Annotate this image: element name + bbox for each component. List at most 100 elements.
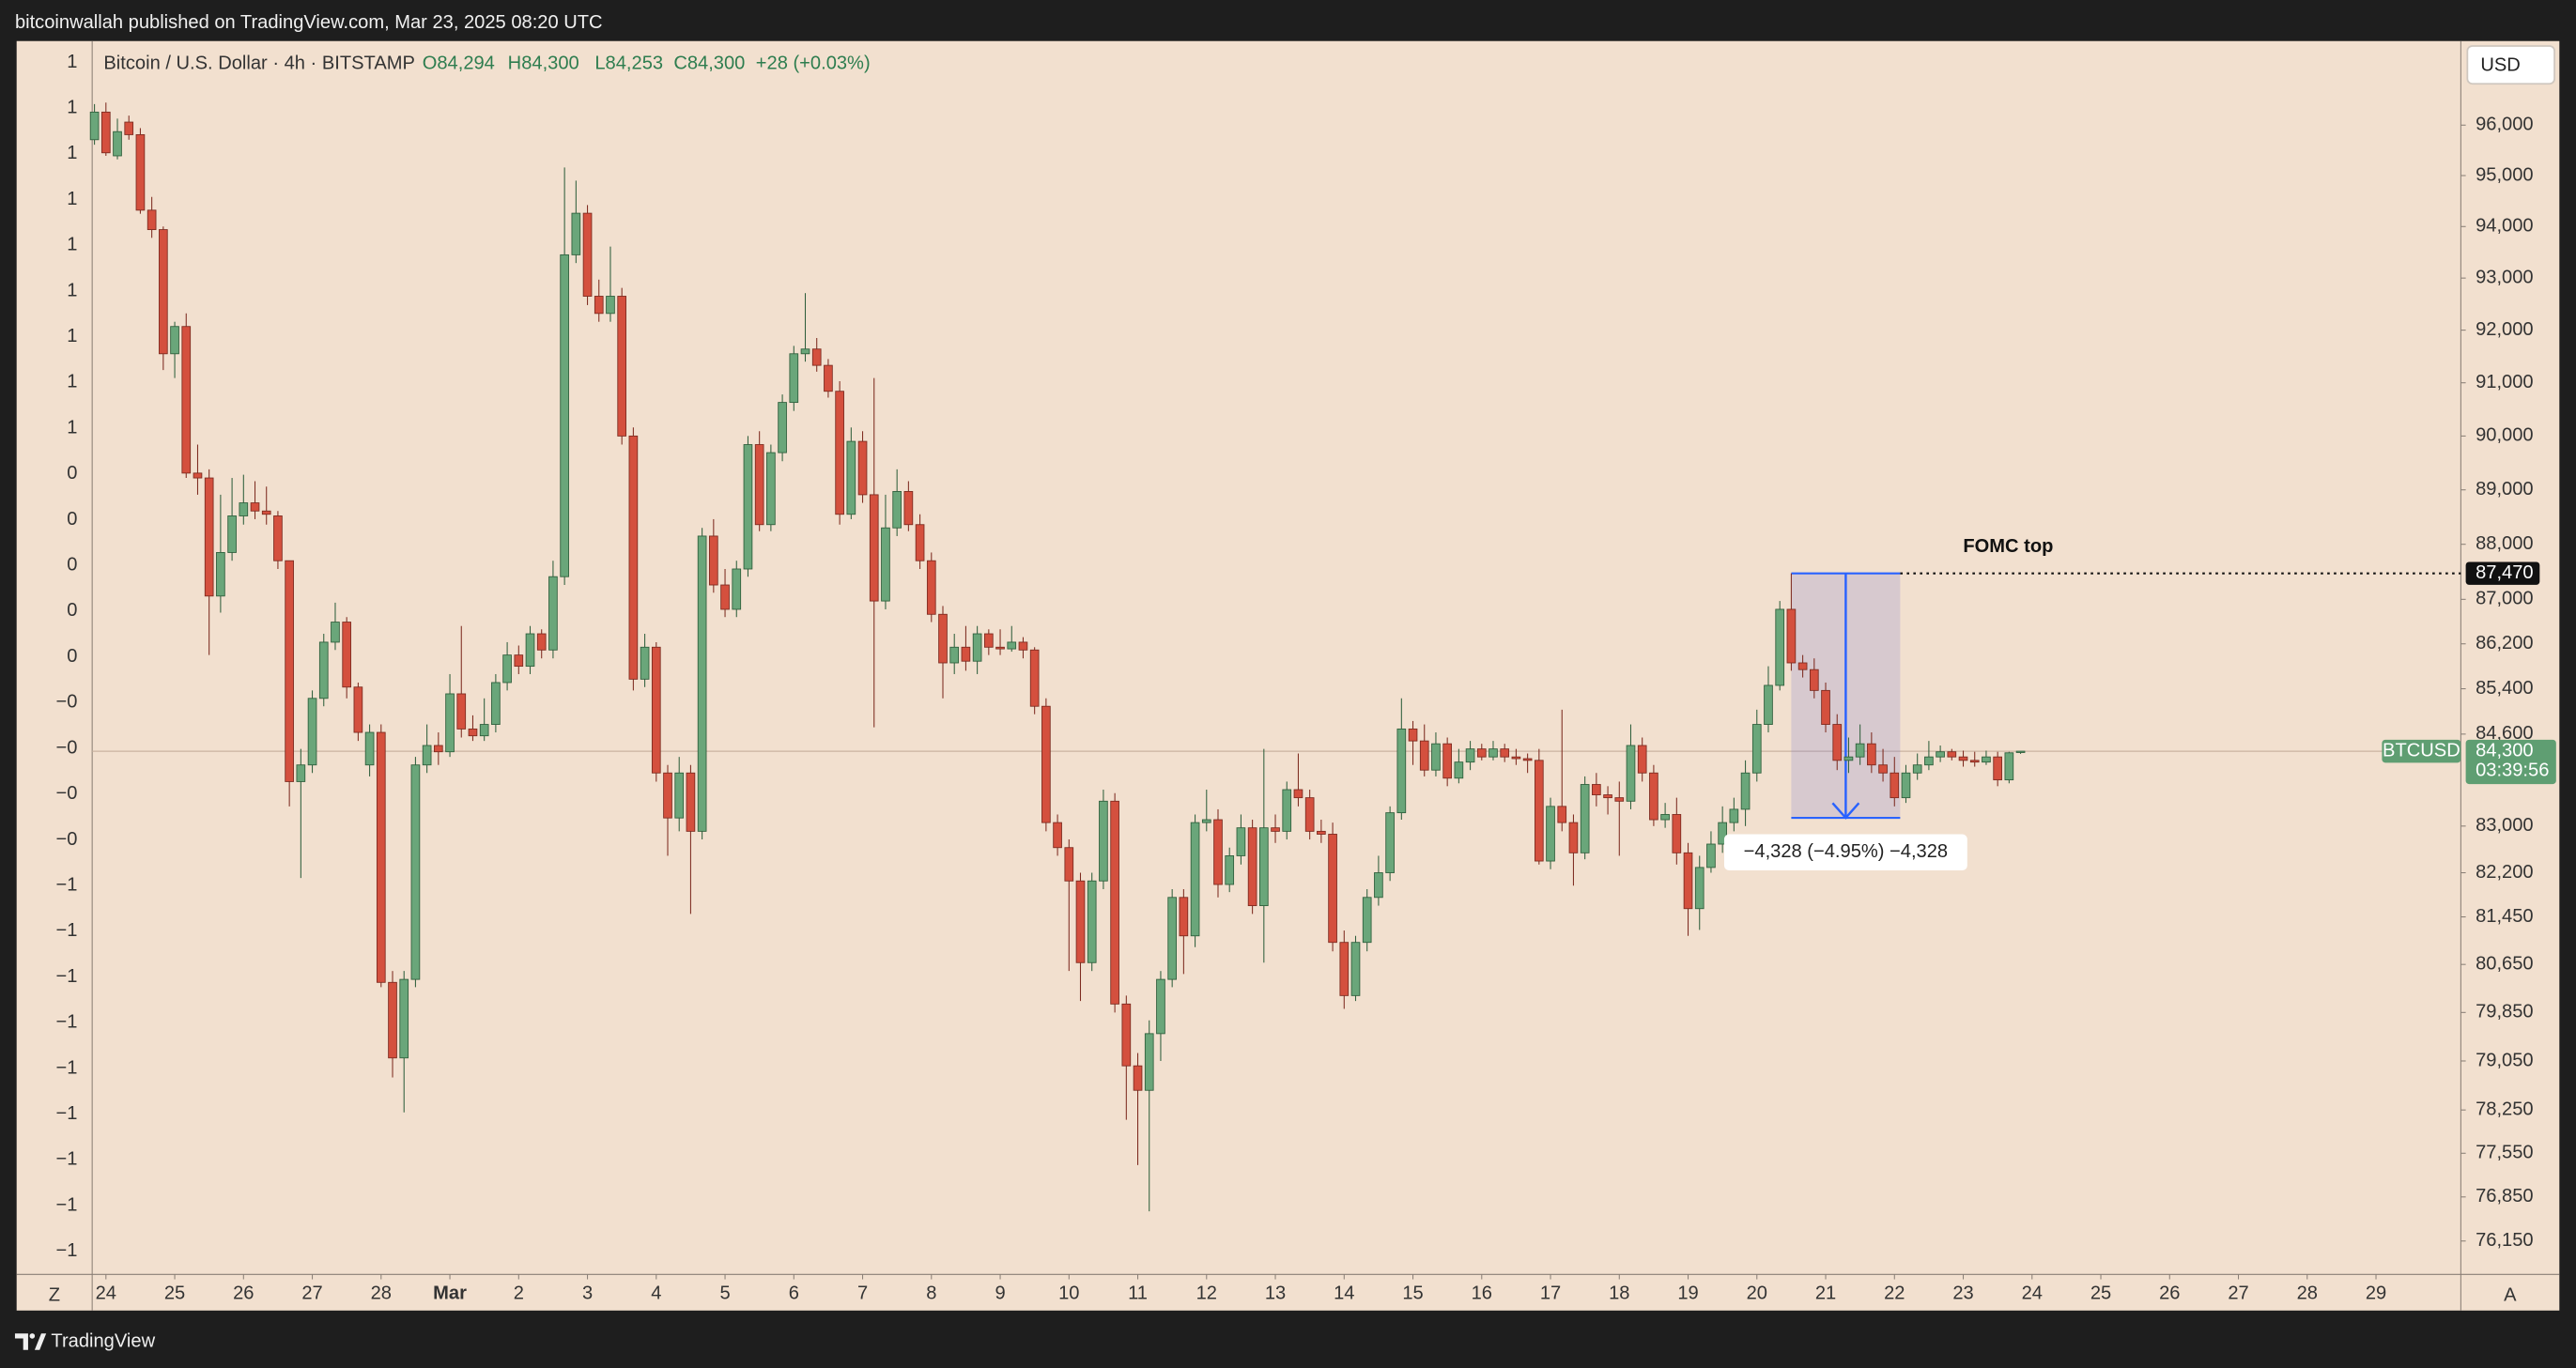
x-tick-label: 25 bbox=[2090, 1283, 2111, 1304]
x-tick-label: 3 bbox=[582, 1283, 593, 1304]
left-axis-label: −1 bbox=[55, 874, 77, 895]
ohlc-header-value: +28 (+0.03%) bbox=[756, 54, 871, 74]
candle-body bbox=[824, 364, 833, 392]
candle-body bbox=[285, 560, 294, 782]
candle-body bbox=[1075, 880, 1086, 963]
candle-body bbox=[938, 613, 948, 664]
range-label: −4,328 (−4.95%) −4,328 bbox=[1744, 841, 1948, 862]
x-tick-label: 25 bbox=[164, 1283, 185, 1304]
candle-body bbox=[628, 435, 639, 680]
y-tick-label: 76,150 bbox=[2476, 1230, 2534, 1251]
candle-body bbox=[1293, 789, 1303, 799]
candle-body bbox=[1649, 772, 1658, 821]
candle-body bbox=[766, 452, 776, 526]
brand: TradingView bbox=[51, 1330, 155, 1351]
zoom-label[interactable]: Z bbox=[49, 1284, 60, 1305]
candle-body bbox=[1832, 724, 1843, 761]
left-axis-label: 0 bbox=[67, 509, 77, 530]
candle-body bbox=[479, 724, 489, 737]
x-tick-label: 27 bbox=[2228, 1283, 2248, 1304]
candle-body bbox=[1258, 827, 1269, 907]
y-tick-label: 79,850 bbox=[2476, 1002, 2534, 1022]
candle-body bbox=[1592, 784, 1601, 795]
logo-part bbox=[14, 1333, 28, 1350]
y-tick-label: 91,000 bbox=[2476, 372, 2534, 392]
currency[interactable]: USD bbox=[2480, 54, 2520, 75]
candle-body bbox=[100, 111, 111, 154]
candle-body bbox=[307, 698, 317, 766]
candle-body bbox=[640, 646, 650, 680]
candle-body bbox=[972, 633, 982, 662]
candle-body bbox=[1236, 827, 1246, 856]
candle-body bbox=[399, 978, 409, 1059]
candle-body bbox=[686, 772, 696, 832]
candle-body bbox=[778, 402, 787, 453]
candle-body bbox=[410, 764, 421, 980]
candle-body bbox=[949, 646, 960, 664]
left-axis-label: −1 bbox=[55, 1012, 77, 1033]
candle-body bbox=[113, 131, 122, 157]
candle-body bbox=[1442, 743, 1452, 779]
x-tick-label: 28 bbox=[2297, 1283, 2318, 1304]
y-tick-label: 86,200 bbox=[2476, 633, 2534, 653]
candle-body bbox=[869, 494, 879, 602]
y-tick-label: 84,600 bbox=[2476, 723, 2534, 744]
candle-body bbox=[216, 552, 225, 597]
candle-body bbox=[1385, 812, 1395, 873]
candle-body bbox=[1522, 758, 1533, 761]
candle-body bbox=[1958, 756, 1968, 761]
candle-body bbox=[1867, 743, 1876, 766]
candle-body bbox=[697, 535, 707, 832]
tv-logo bbox=[14, 1333, 47, 1350]
left-axis-label: 1 bbox=[67, 326, 77, 346]
candle-body bbox=[1809, 669, 1819, 691]
x-tick-label: 26 bbox=[233, 1283, 254, 1304]
y-tick-label: 77,550 bbox=[2476, 1143, 2534, 1163]
left-axis-label: 1 bbox=[67, 235, 77, 255]
candle-body bbox=[800, 348, 810, 355]
candle-body bbox=[1156, 978, 1165, 1035]
candle-body bbox=[1362, 897, 1372, 944]
left-axis-label: 0 bbox=[67, 555, 77, 576]
candle-body bbox=[525, 633, 535, 668]
x-tick-label: Mar bbox=[433, 1283, 467, 1304]
x-tick-label: 20 bbox=[1747, 1283, 1767, 1304]
candle-body bbox=[1018, 641, 1028, 651]
auto-label[interactable]: A bbox=[2504, 1284, 2517, 1305]
fomc-label: FOMC top bbox=[1963, 536, 2053, 557]
candle-body bbox=[1982, 756, 1991, 763]
y-tick-label: 94,000 bbox=[2476, 216, 2534, 237]
candle-body bbox=[1764, 684, 1773, 725]
candle-body bbox=[1144, 1033, 1154, 1091]
candle-body bbox=[445, 693, 455, 753]
y-tick-label: 83,000 bbox=[2476, 815, 2534, 836]
candle-body bbox=[1969, 760, 1980, 763]
candle-body bbox=[1465, 748, 1475, 763]
candle-body bbox=[1821, 689, 1830, 725]
candle-body bbox=[1924, 756, 1934, 766]
left-axis-label: 0 bbox=[67, 646, 77, 667]
candle-body bbox=[709, 535, 718, 586]
candle-body bbox=[1751, 724, 1762, 774]
currency-box[interactable] bbox=[2466, 45, 2555, 85]
left-axis-label: 0 bbox=[67, 463, 77, 484]
candle-body bbox=[811, 348, 822, 366]
candle-body bbox=[1603, 794, 1612, 799]
price-tag bbox=[2465, 561, 2540, 585]
x-tick-label: 8 bbox=[926, 1283, 936, 1304]
candle-body bbox=[1546, 806, 1555, 862]
candle-body bbox=[1683, 852, 1693, 910]
candle-body bbox=[1431, 743, 1441, 771]
candle-body bbox=[1374, 872, 1383, 899]
candle-body bbox=[789, 353, 799, 404]
logo-part bbox=[29, 1333, 36, 1339]
x-tick-label: 22 bbox=[1884, 1283, 1905, 1304]
candle-body bbox=[468, 728, 478, 737]
candle-body bbox=[961, 646, 971, 662]
left-axis-label: 1 bbox=[67, 189, 77, 209]
candle-body bbox=[193, 472, 203, 479]
ohlc-header-value: C84,300 bbox=[673, 54, 745, 74]
candle-body bbox=[1901, 772, 1911, 799]
x-tick-label: 27 bbox=[301, 1283, 322, 1304]
candle-body bbox=[273, 515, 283, 561]
